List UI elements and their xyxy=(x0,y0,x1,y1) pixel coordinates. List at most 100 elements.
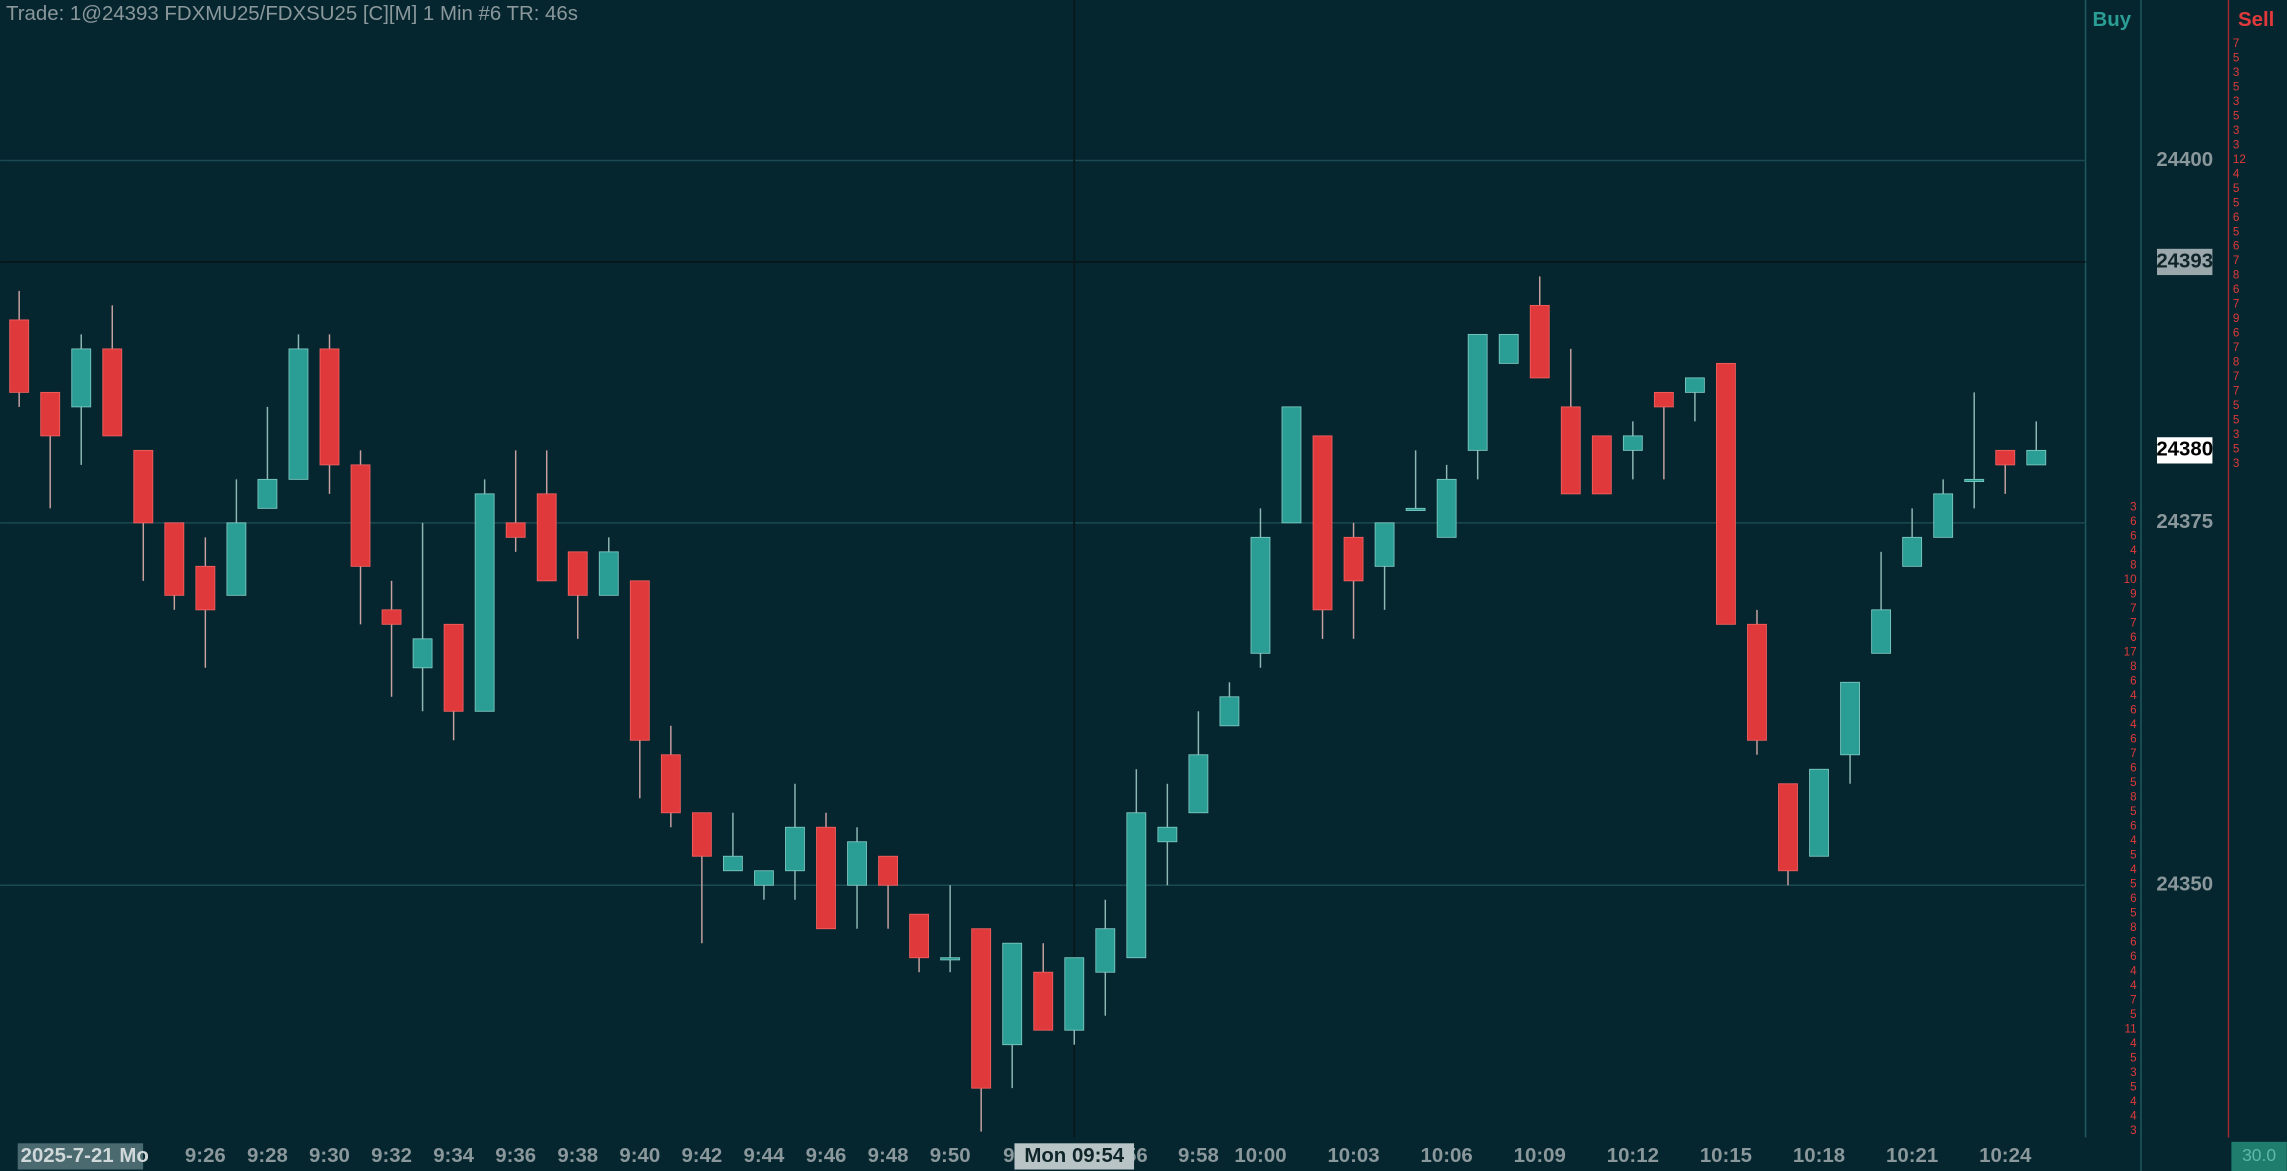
last-price: 24380 xyxy=(2156,439,2213,461)
buy-ladder-value: 6 xyxy=(2130,935,2136,948)
buy-ladder-value: 4 xyxy=(2130,1037,2137,1050)
buy-ladder-value: 7 xyxy=(2130,993,2136,1006)
x-tick-label: 9:44 xyxy=(744,1145,785,1167)
candle-body xyxy=(319,348,340,466)
x-tick-label: 10:03 xyxy=(1327,1145,1379,1167)
crosshair-price-box xyxy=(2157,248,2213,276)
x-tick-label: 9:30 xyxy=(309,1145,350,1167)
x-tick-label: 10:06 xyxy=(1421,1145,1473,1167)
sell-ladder-value: 7 xyxy=(2233,341,2239,354)
candle-body xyxy=(226,522,247,596)
candle-body xyxy=(1809,768,1829,857)
candle-body xyxy=(1095,928,1116,973)
buy-ladder-value: 5 xyxy=(2130,1008,2136,1021)
buy-ladder-value: 7 xyxy=(2130,747,2136,760)
candle-body xyxy=(1747,623,1767,741)
candle-body xyxy=(1529,304,1550,379)
candle-body xyxy=(536,493,557,582)
candle-body xyxy=(443,623,464,712)
sell-ladder-value: 6 xyxy=(2233,327,2239,340)
buy-ladder-value: 6 xyxy=(2130,761,2136,774)
sell-ladder-value: 8 xyxy=(2233,269,2239,282)
sell-ladder-value: 5 xyxy=(2233,109,2239,122)
candle-body xyxy=(1126,812,1147,959)
buy-ladder-value: 6 xyxy=(2130,950,2136,963)
buy-ladder-value: 6 xyxy=(2130,819,2136,832)
candle-body xyxy=(754,870,774,886)
candle-body xyxy=(598,551,619,596)
sell-ladder-value: 5 xyxy=(2233,196,2239,209)
sell-ladder-value: 7 xyxy=(2233,298,2239,311)
date-label: 2025-7-21 Mo xyxy=(21,1145,149,1167)
candle-body xyxy=(1002,942,1023,1046)
y-tick-label: 24375 xyxy=(2156,511,2213,533)
candle-body xyxy=(1964,478,1985,482)
candle-body xyxy=(9,319,30,393)
x-tick-label: 10:15 xyxy=(1700,1145,1752,1167)
buy-ladder-value: 6 xyxy=(2130,732,2136,745)
candle-body xyxy=(1374,522,1395,567)
sell-ladder-value: 7 xyxy=(2233,254,2239,267)
buy-ladder-value: 6 xyxy=(2130,675,2136,688)
date-label-box xyxy=(17,1143,144,1170)
buy-ladder-value: 8 xyxy=(2130,660,2136,673)
candle-body xyxy=(381,609,402,625)
candle-body xyxy=(1064,957,1085,1031)
candle-body xyxy=(1467,333,1488,451)
candle-body xyxy=(1840,681,1860,756)
last-price-box xyxy=(2157,437,2213,464)
candle-body xyxy=(1933,493,1954,538)
candle-body xyxy=(785,826,805,872)
buy-ladder-value: 8 xyxy=(2130,559,2136,572)
buy-ladder-value: 6 xyxy=(2130,892,2136,905)
sell-ladder-value: 6 xyxy=(2233,240,2239,253)
crosshair-time: Mon 09:54 xyxy=(1024,1145,1124,1167)
sell-ladder-value: 6 xyxy=(2233,283,2239,296)
candle-body xyxy=(1157,826,1178,843)
candle-body xyxy=(660,754,681,814)
buy-ladder-value: 9 xyxy=(2130,588,2136,601)
corner-label: 30.0 xyxy=(2242,1145,2276,1165)
sell-ladder-value: 12 xyxy=(2233,153,2246,166)
candle-body xyxy=(1995,449,2016,466)
sell-ladder-value: 5 xyxy=(2233,443,2239,456)
candles xyxy=(9,276,2047,1132)
sell-ladder-value: 5 xyxy=(2233,414,2239,427)
buy-ladder-value: 3 xyxy=(2130,501,2136,514)
buy-ladder-value: 4 xyxy=(2130,1109,2137,1122)
sell-ladder-value: 3 xyxy=(2233,428,2239,441)
candle-body xyxy=(474,493,495,712)
buy-ladder-value: 4 xyxy=(2130,718,2137,731)
candle-body xyxy=(40,391,61,437)
sell-ladder-value: 9 xyxy=(2233,312,2239,325)
buy-ladder-value: 6 xyxy=(2130,515,2136,528)
sell-ladder-value: 5 xyxy=(2233,399,2239,412)
x-tick-label: 9:38 xyxy=(557,1145,598,1167)
candle-body xyxy=(1653,391,1674,408)
candle-body xyxy=(1436,478,1457,538)
candle-body xyxy=(629,580,650,741)
sell-ladder-value: 5 xyxy=(2233,51,2239,64)
x-tick-label: 10:09 xyxy=(1514,1145,1566,1167)
buy-ladder-value: 4 xyxy=(2130,863,2137,876)
buy-ladder-value: 6 xyxy=(2130,631,2136,644)
sell-ladder-value: 7 xyxy=(2233,385,2239,398)
candle-body xyxy=(1716,362,1736,625)
candle-body xyxy=(412,638,433,669)
candle-body xyxy=(257,478,278,509)
candle-body xyxy=(1560,406,1581,495)
candle-body xyxy=(71,348,92,408)
candle-body xyxy=(909,913,930,959)
x-tick-label: 9:26 xyxy=(185,1145,226,1167)
candle-body xyxy=(288,348,309,480)
buy-ladder-value: 4 xyxy=(2130,834,2137,847)
candle-body xyxy=(722,855,743,872)
buy-ladder-value: 5 xyxy=(2130,776,2136,789)
x-tick-label: 9:32 xyxy=(371,1145,412,1167)
buy-ladder-value: 6 xyxy=(2130,703,2136,716)
sell-ladder-value: 5 xyxy=(2233,80,2239,93)
x-tick-label: 9:50 xyxy=(930,1145,971,1167)
